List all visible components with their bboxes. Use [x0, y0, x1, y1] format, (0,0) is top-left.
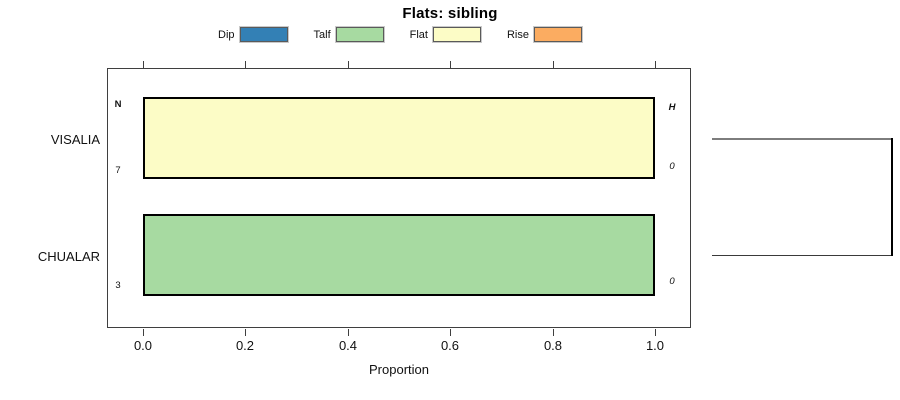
y-category-label-visalia: VISALIA	[50, 132, 100, 147]
x-axis-tick-bottom	[655, 329, 656, 336]
n-value-visalia: 7	[115, 165, 121, 176]
legend-item-flat: Flat	[410, 27, 481, 42]
x-axis-tick-bottom	[143, 329, 144, 336]
legend-item-dip: Dip	[218, 27, 288, 42]
x-axis-tick-bottom	[245, 329, 246, 336]
x-tick-label: 0.2	[235, 338, 255, 353]
x-axis-title: Proportion	[369, 362, 429, 377]
legend-item-talf: Talf	[314, 27, 384, 42]
bar-visalia	[143, 97, 655, 179]
x-axis-tick-top	[450, 61, 451, 68]
legend-label-talf: Talf	[313, 28, 331, 41]
x-axis-tick-top	[655, 61, 656, 68]
x-axis-tick-bottom	[553, 329, 554, 336]
x-tick-label: 1.0	[645, 338, 665, 353]
h-value-visalia: 0	[669, 161, 675, 172]
left-column-header: N	[114, 99, 122, 110]
plot-area	[107, 68, 691, 328]
bar-segment-flat	[145, 99, 653, 177]
legend-swatch-flat	[432, 27, 481, 42]
legend-swatch-dip	[239, 27, 288, 42]
dendrogram-branch-top	[712, 138, 893, 140]
x-axis-tick-bottom	[450, 329, 451, 336]
legend-label-flat: Flat	[409, 28, 428, 41]
x-axis-tick-top	[348, 61, 349, 68]
x-axis-tick-bottom	[348, 329, 349, 336]
x-tick-label: 0.8	[543, 338, 563, 353]
legend-swatch-rise	[534, 27, 582, 42]
bar-segment-talf	[145, 216, 653, 294]
legend-label-rise: Rise	[506, 28, 529, 41]
legend-label-dip: Dip	[218, 28, 235, 41]
bar-chualar	[143, 214, 655, 296]
page-title: Flats: sibling	[402, 5, 498, 22]
x-tick-label: 0.0	[133, 338, 153, 353]
right-column-header: H	[668, 102, 676, 113]
legend: Dip Talf Flat Rise	[218, 27, 582, 42]
legend-item-rise: Rise	[507, 27, 582, 42]
y-category-label-chualar: CHUALAR	[37, 249, 100, 264]
legend-swatch-talf	[335, 27, 384, 42]
h-value-chualar: 0	[669, 276, 675, 287]
x-axis-tick-top	[245, 61, 246, 68]
x-axis-tick-top	[553, 61, 554, 68]
dendrogram-join-line	[891, 138, 893, 256]
dendrogram-branch-bottom	[712, 255, 893, 256]
x-axis-tick-top	[143, 61, 144, 68]
x-tick-label: 0.4	[338, 338, 358, 353]
x-tick-label: 0.6	[440, 338, 460, 353]
n-value-chualar: 3	[115, 280, 121, 291]
